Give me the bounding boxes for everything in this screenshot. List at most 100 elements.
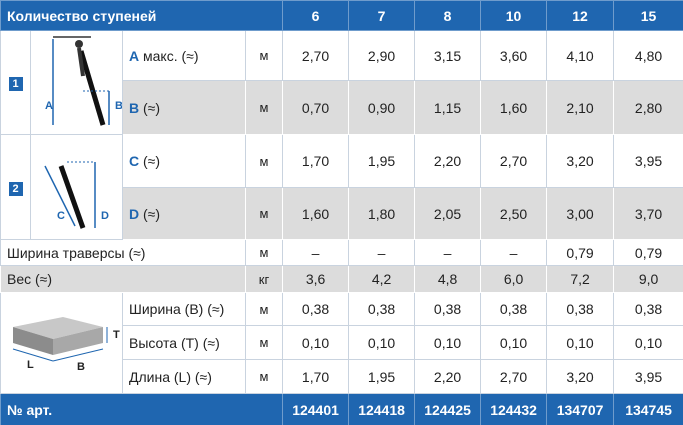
value: 2,10 [546, 80, 615, 135]
row-label: Ширина траверсы (≈) [0, 239, 246, 266]
value: 0,10 [546, 325, 615, 360]
diagram-cell: T L B [0, 292, 123, 394]
value: 1,80 [348, 187, 416, 240]
value: 2,20 [414, 134, 482, 188]
table-row: B (≈) м 0,70 0,90 1,15 1,60 2,10 2,80 [1, 80, 683, 135]
value: – [414, 239, 482, 266]
value: 2,70 [480, 134, 548, 188]
ladder-diagram: A B [45, 36, 122, 126]
step-count: 12 [546, 0, 615, 31]
section-badge-cell: 1 [0, 30, 31, 135]
ladder-diagram: C D [44, 161, 109, 229]
value: 0,10 [282, 325, 350, 360]
unit: м [244, 134, 284, 188]
value: 0,90 [348, 80, 416, 135]
article-number: 124401 [282, 393, 350, 425]
value: 2,05 [414, 187, 482, 240]
diagram-label: L [27, 358, 34, 370]
diagram-label: B [77, 360, 85, 372]
value: 0,38 [613, 292, 683, 326]
footer-label: № арт. [0, 393, 284, 425]
value: 1,60 [480, 80, 548, 135]
row-text: (≈) [143, 99, 161, 116]
row-letter: D [129, 205, 140, 222]
value: 0,38 [348, 292, 416, 326]
value: 3,20 [546, 359, 615, 394]
unit: м [244, 239, 284, 266]
value: 4,2 [348, 265, 416, 293]
value: 3,60 [480, 29, 548, 82]
value: 6,0 [480, 265, 548, 293]
row-label: B (≈) [122, 80, 246, 135]
step-count: 10 [480, 0, 548, 31]
value: 3,95 [613, 359, 683, 394]
value: 1,15 [414, 80, 482, 135]
value: 2,50 [480, 187, 548, 240]
board-diagram: T L B [12, 316, 120, 372]
value: 3,20 [546, 134, 615, 188]
value: 2,70 [480, 359, 548, 394]
value: 0,79 [613, 239, 683, 266]
value: 3,00 [546, 187, 615, 240]
value: 1,95 [348, 359, 416, 394]
value: 2,70 [282, 29, 350, 82]
unit: м [244, 325, 284, 360]
row-letter: B [129, 99, 140, 116]
value: 2,90 [348, 29, 416, 82]
diagram-label: D [101, 209, 109, 221]
value: 4,10 [546, 29, 615, 82]
article-number: 124432 [480, 393, 548, 425]
value: 0,10 [613, 325, 683, 360]
value: 0,70 [282, 80, 350, 135]
row-label: C (≈) [122, 134, 246, 188]
value: 1,95 [348, 134, 416, 188]
value: 1,70 [282, 134, 350, 188]
row-text: (≈) [143, 153, 161, 169]
header-label: Количество ступеней [0, 0, 284, 31]
value: 0,79 [546, 239, 615, 266]
row-label: Ширина (B) (≈) [122, 292, 246, 326]
section-badge: 2 [8, 181, 23, 196]
row-text: макс. (≈) [143, 47, 199, 64]
article-number: 134707 [546, 393, 615, 425]
table-row: T L B Ширина (B) (≈) м 0,38 0,38 0,38 0,38 0,38 0,… [0, 292, 683, 394]
value: 9,0 [613, 265, 683, 293]
value: 2,20 [414, 359, 482, 394]
unit: м [244, 187, 284, 240]
row-label: Вес (≈) [0, 265, 246, 293]
row-label: A макс. (≈) [122, 29, 246, 82]
article-number: 134745 [613, 393, 683, 425]
value: 0,10 [414, 325, 482, 360]
article-number: 124425 [414, 393, 482, 425]
table-row: Количество ступеней 6 7 8 10 12 15 [0, 0, 683, 31]
unit: м [244, 292, 284, 326]
diagram-cell: A B [30, 30, 123, 135]
section-badge: 1 [8, 77, 23, 91]
value: – [348, 239, 416, 266]
value: 4,8 [414, 265, 482, 293]
unit: м [244, 359, 284, 394]
value: 1,60 [282, 187, 350, 240]
table-row: Вес (≈) кг 3,6 4,2 4,8 6,0 7,2 9,0 [0, 265, 683, 293]
row-letter: C [129, 153, 140, 169]
diagram-label: T [113, 328, 120, 340]
article-number: 124418 [348, 393, 416, 425]
value: 0,38 [282, 292, 350, 326]
unit: кг [244, 265, 284, 293]
value: – [282, 239, 350, 266]
step-count: 7 [348, 0, 416, 31]
table-row: Высота (T) (≈) м 0,10 0,10 0,10 0,10 0,10 0,10 [1, 325, 683, 360]
table-row: № арт. 124401 124418 124425 124432 134707 1347… [0, 393, 683, 425]
value: 0,38 [414, 292, 482, 326]
table-row: Длина (L) (≈) м 1,70 1,95 2,20 2,70 3,20 3,95 [1, 359, 683, 394]
table-row: Ширина траверсы (≈) м – – – –0,79 0,79 [0, 239, 683, 266]
step-count: 15 [613, 0, 683, 31]
row-label: Высота (T) (≈) [122, 325, 246, 360]
row-letter: A [129, 47, 140, 64]
value: 0,10 [348, 325, 416, 360]
table-row: D (≈) м 1,60 1,80 2,05 2,50 3,00 3,70 [1, 187, 683, 240]
value: – [480, 239, 548, 266]
